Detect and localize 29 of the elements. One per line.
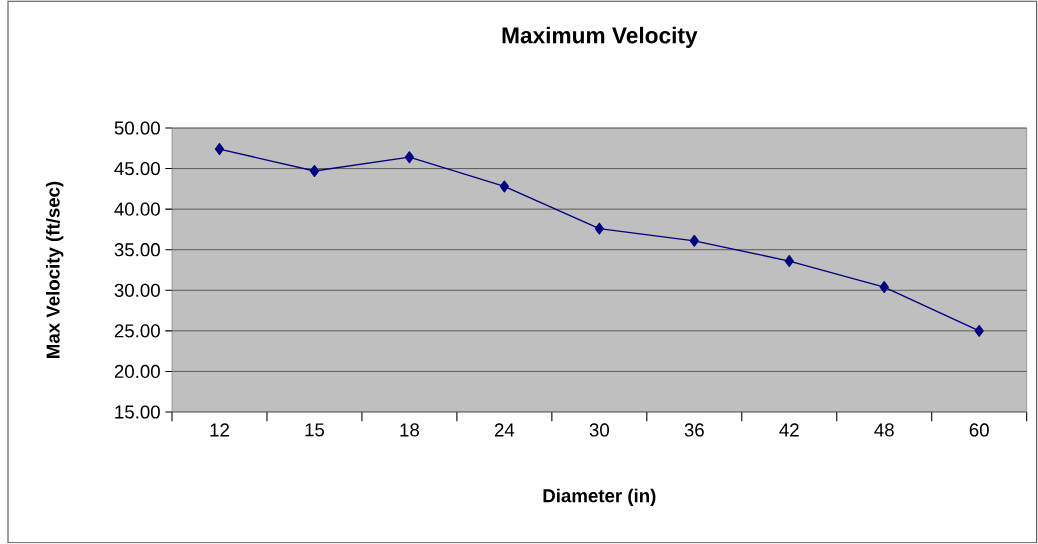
x-tick-label: 48 xyxy=(874,423,894,437)
y-tick-label: 25.00 xyxy=(114,324,160,338)
point xyxy=(594,222,605,235)
x-tick-label: 36 xyxy=(684,423,704,437)
x-axis-title: Diameter (in) xyxy=(543,488,656,507)
y-tick-label: 40.00 xyxy=(114,202,160,216)
y-tick-label: 45.00 xyxy=(114,161,160,176)
point xyxy=(879,281,889,294)
y-axis-title: Max Velocity (ft/sec) xyxy=(45,181,64,358)
y-tick-label: 15.00 xyxy=(115,405,160,419)
point xyxy=(784,255,794,268)
point xyxy=(974,324,984,337)
point xyxy=(309,165,320,178)
x-tick-label: 42 xyxy=(779,423,799,437)
x-tick-label: 60 xyxy=(969,423,989,437)
y-tick-label: 35.00 xyxy=(114,243,160,257)
y-tick-label: 50.00 xyxy=(114,121,160,135)
point xyxy=(214,143,225,156)
x-tick-label: 15 xyxy=(305,423,325,437)
point xyxy=(499,180,510,193)
point xyxy=(404,151,415,164)
y-tick-label: 30.00 xyxy=(114,283,160,297)
x-tick-label: 12 xyxy=(210,423,229,437)
chart-title: Maximum Velocity xyxy=(502,26,698,48)
y-tick-label: 20.00 xyxy=(114,364,160,379)
point xyxy=(689,234,699,247)
x-tick-label: 30 xyxy=(589,423,609,437)
x-tick-label: 24 xyxy=(494,423,515,437)
x-tick-label: 18 xyxy=(400,423,419,437)
